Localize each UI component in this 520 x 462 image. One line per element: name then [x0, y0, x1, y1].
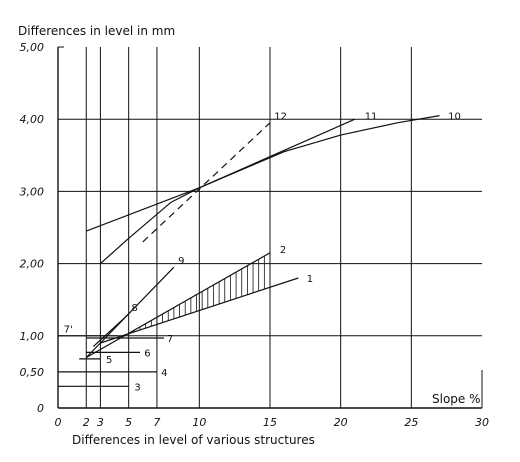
series-label-6: 6	[144, 348, 150, 359]
series-label-10: 10	[448, 112, 461, 123]
series-label-8: 8	[131, 303, 137, 314]
series-label-7: 7	[167, 334, 173, 345]
series-label-5: 5	[106, 355, 112, 366]
series	[58, 115, 440, 387]
series-line-11	[86, 118, 356, 232]
series-label-7': 7'	[64, 325, 73, 336]
y-tick-label: 1,00	[20, 330, 45, 343]
y-tick-label: 5,00	[20, 41, 45, 54]
y-tick-label: 3,00	[20, 185, 45, 198]
y-tick-label: 4,00	[20, 113, 45, 126]
y-tick-label: 0,50	[20, 366, 45, 379]
series-label-9: 9	[178, 256, 184, 267]
x-tick-label: 0	[55, 416, 62, 429]
y-tick-label: 2,00	[20, 258, 45, 271]
series-label-4: 4	[161, 368, 167, 379]
x-tick-label: 15	[263, 416, 277, 429]
chart-title: Differences in level in mm	[18, 24, 175, 38]
x-tick-label: 3	[97, 416, 104, 429]
x-axis-label: Differences in level of various structur…	[72, 433, 315, 447]
series-line-9	[85, 266, 175, 358]
series-label-1: 1	[307, 274, 313, 285]
series-label-3: 3	[134, 382, 140, 393]
series-label-11: 11	[365, 112, 378, 123]
x-tick-label: 2	[83, 416, 90, 429]
x-tick-label: 5	[125, 416, 132, 429]
x-tick-label: 25	[404, 416, 418, 429]
y-tick-label: 0	[37, 402, 44, 415]
x-tick-label: 30	[475, 416, 489, 429]
series-label-12: 12	[274, 112, 287, 123]
x-tick-label: 20	[334, 416, 348, 429]
series-line-12	[142, 122, 271, 243]
x-unit-label: Slope %	[432, 392, 481, 406]
series-line-1	[100, 277, 299, 344]
x-tick-label: 7	[153, 416, 160, 429]
series-line-2	[86, 252, 271, 359]
x-tick-label: 10	[192, 416, 206, 429]
series-label-2: 2	[280, 245, 286, 256]
axes	[57, 46, 483, 409]
grid	[58, 47, 482, 408]
